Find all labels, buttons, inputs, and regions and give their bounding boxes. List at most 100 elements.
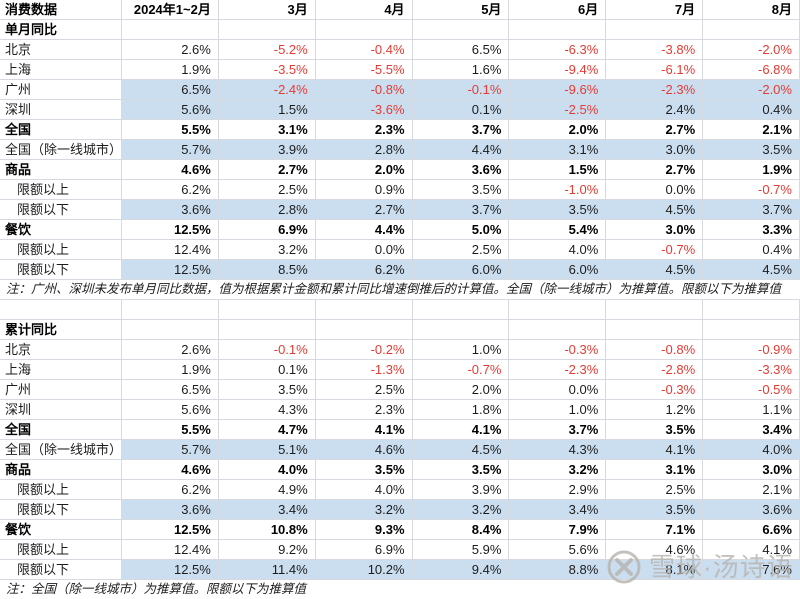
data-cell[interactable]: 12.5% — [122, 260, 219, 280]
empty-cell[interactable] — [509, 20, 607, 40]
data-cell[interactable]: 4.9% — [218, 480, 316, 500]
data-cell[interactable]: 9.2% — [218, 540, 316, 560]
data-cell[interactable]: 3.4% — [218, 500, 316, 520]
row-label-cell[interactable]: 全国 — [0, 420, 122, 440]
row-label-cell[interactable]: 限额以上 — [0, 480, 122, 500]
data-cell[interactable]: 8.5% — [218, 260, 316, 280]
empty-cell[interactable] — [703, 20, 800, 40]
data-cell[interactable]: 4.4% — [315, 220, 413, 240]
row-label-cell[interactable]: 限额以下 — [0, 560, 122, 580]
data-cell[interactable]: 0.4% — [703, 100, 800, 120]
data-cell[interactable]: 7.9% — [509, 520, 607, 540]
data-cell[interactable]: 0.1% — [412, 100, 510, 120]
data-cell[interactable]: -0.8% — [315, 80, 413, 100]
header-cell[interactable]: 消费数据 — [0, 0, 122, 20]
data-cell[interactable]: 12.5% — [122, 220, 219, 240]
data-cell[interactable]: 2.7% — [606, 160, 704, 180]
data-cell[interactable]: 12.5% — [122, 520, 219, 540]
data-cell[interactable]: 3.5% — [703, 140, 800, 160]
row-label-cell[interactable]: 限额以下 — [0, 500, 122, 520]
data-cell[interactable]: 4.5% — [703, 260, 800, 280]
data-cell[interactable]: -0.3% — [606, 380, 704, 400]
data-cell[interactable]: 3.5% — [218, 380, 316, 400]
data-cell[interactable]: 2.5% — [412, 240, 510, 260]
empty-cell[interactable] — [122, 320, 219, 340]
data-cell[interactable]: 6.2% — [122, 480, 219, 500]
data-cell[interactable]: 4.5% — [412, 440, 510, 460]
data-cell[interactable]: 9.4% — [412, 560, 510, 580]
data-cell[interactable]: 2.5% — [606, 480, 704, 500]
row-label-cell[interactable]: 限额以下 — [0, 260, 122, 280]
row-label-cell[interactable]: 商品 — [0, 460, 122, 480]
data-cell[interactable]: -0.4% — [315, 40, 413, 60]
data-cell[interactable]: 3.7% — [703, 200, 800, 220]
data-cell[interactable]: -2.0% — [703, 40, 800, 60]
data-cell[interactable]: 4.5% — [606, 200, 704, 220]
empty-cell[interactable] — [412, 320, 510, 340]
data-cell[interactable]: 6.9% — [315, 540, 413, 560]
data-cell[interactable]: 3.1% — [606, 460, 704, 480]
data-cell[interactable]: 2.7% — [606, 120, 704, 140]
data-cell[interactable]: 1.0% — [412, 340, 510, 360]
data-cell[interactable]: 3.5% — [315, 460, 413, 480]
section-title-cell[interactable]: 单月同比 — [0, 20, 122, 40]
data-cell[interactable]: 6.5% — [122, 80, 219, 100]
data-cell[interactable]: 1.9% — [122, 60, 219, 80]
data-cell[interactable]: -0.9% — [703, 340, 800, 360]
data-cell[interactable]: 5.9% — [412, 540, 510, 560]
data-cell[interactable]: -0.7% — [412, 360, 510, 380]
data-cell[interactable]: -2.3% — [606, 80, 704, 100]
row-label-cell[interactable]: 餐饮 — [0, 520, 122, 540]
empty-cell[interactable] — [606, 320, 704, 340]
empty-cell[interactable] — [509, 300, 607, 320]
data-cell[interactable]: 5.6% — [122, 100, 219, 120]
data-cell[interactable]: 6.5% — [122, 380, 219, 400]
data-cell[interactable]: 3.5% — [412, 460, 510, 480]
data-cell[interactable]: -2.3% — [509, 360, 607, 380]
header-cell[interactable]: 2024年1~2月 — [122, 0, 219, 20]
data-cell[interactable]: -9.6% — [509, 80, 607, 100]
data-cell[interactable]: 2.0% — [315, 160, 413, 180]
empty-cell[interactable] — [122, 20, 219, 40]
data-cell[interactable]: 6.6% — [703, 520, 800, 540]
data-cell[interactable]: -2.8% — [606, 360, 704, 380]
header-cell[interactable]: 6月 — [509, 0, 607, 20]
data-cell[interactable]: -2.5% — [509, 100, 607, 120]
data-cell[interactable]: 2.7% — [315, 200, 413, 220]
data-cell[interactable]: 3.5% — [412, 180, 510, 200]
data-cell[interactable]: 0.4% — [703, 240, 800, 260]
data-cell[interactable]: 5.6% — [509, 540, 607, 560]
data-cell[interactable]: 0.0% — [606, 180, 704, 200]
data-cell[interactable]: 5.5% — [122, 120, 219, 140]
data-cell[interactable]: 3.6% — [122, 200, 219, 220]
data-cell[interactable]: 5.1% — [218, 440, 316, 460]
empty-cell[interactable] — [703, 320, 800, 340]
data-cell[interactable]: 4.0% — [509, 240, 607, 260]
empty-cell[interactable] — [122, 300, 219, 320]
data-cell[interactable]: 4.7% — [218, 420, 316, 440]
data-cell[interactable]: 3.4% — [509, 500, 607, 520]
data-cell[interactable]: 4.0% — [703, 440, 800, 460]
empty-cell[interactable] — [412, 20, 510, 40]
data-cell[interactable]: 1.9% — [122, 360, 219, 380]
data-cell[interactable]: 5.0% — [412, 220, 510, 240]
data-cell[interactable]: 0.0% — [315, 240, 413, 260]
data-cell[interactable]: 4.4% — [412, 140, 510, 160]
data-cell[interactable]: 4.0% — [315, 480, 413, 500]
data-cell[interactable]: -5.2% — [218, 40, 316, 60]
data-cell[interactable]: 2.8% — [218, 200, 316, 220]
row-label-cell[interactable]: 广州 — [0, 80, 122, 100]
empty-cell[interactable] — [218, 320, 316, 340]
data-cell[interactable]: 4.6% — [315, 440, 413, 460]
data-cell[interactable]: 2.7% — [218, 160, 316, 180]
empty-cell[interactable] — [703, 300, 800, 320]
data-cell[interactable]: 3.9% — [412, 480, 510, 500]
data-cell[interactable]: -2.4% — [218, 80, 316, 100]
data-cell[interactable]: 10.2% — [315, 560, 413, 580]
data-cell[interactable]: 8.1% — [606, 560, 704, 580]
data-cell[interactable]: 12.5% — [122, 560, 219, 580]
data-cell[interactable]: 3.7% — [509, 420, 607, 440]
data-cell[interactable]: 3.1% — [509, 140, 607, 160]
row-label-cell[interactable]: 全国（除一线城市） — [0, 140, 122, 160]
empty-cell[interactable] — [412, 300, 510, 320]
